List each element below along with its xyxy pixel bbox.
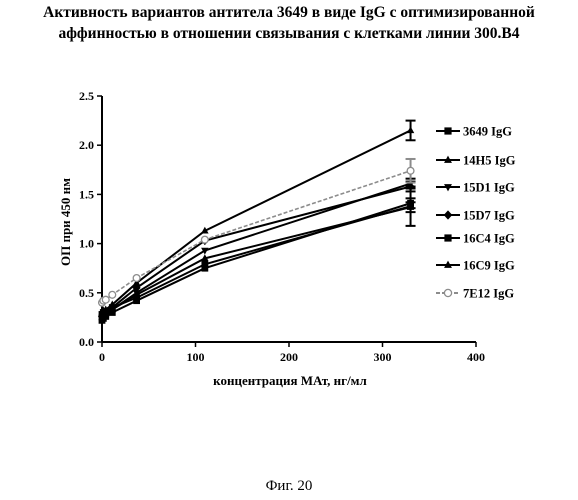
data-point [102,296,109,303]
legend-label: 3649 IgG [463,125,512,139]
data-point [109,291,116,298]
legend-label: 7E12 IgG [463,287,514,301]
series-line [102,203,411,320]
y-tick-label: 0.0 [79,335,94,349]
series-line [102,207,411,317]
legend-item-15d1-igg: 15D1 IgG [436,181,515,195]
legend-item-15d7-igg: 15D7 IgG [436,209,515,223]
data-point [407,167,414,174]
chart-series [98,121,416,324]
y-tick-label: 1.0 [79,237,94,251]
x-tick-label: 200 [280,350,298,364]
legend-marker [444,289,451,296]
data-point [201,236,208,243]
x-tick-label: 400 [467,350,485,364]
y-tick-label: 2.5 [79,89,94,103]
y-tick-label: 1.5 [79,187,94,201]
y-axis-label: ОП при 450 нм [58,178,73,266]
legend-item-7e12-igg: 7E12 IgG [436,287,514,301]
legend-label: 16C9 IgG [463,259,515,273]
x-axis-label: концентрация МАт, нг/мл [213,373,367,388]
legend-label: 16C4 IgG [463,232,515,246]
legend-marker [444,234,451,241]
data-point [133,275,140,282]
chart-axes: 0 100 200 300 400 0.0 0.5 1.0 1.5 2.0 2.5 [79,89,485,364]
x-tick-label: 0 [99,350,105,364]
legend-label: 15D7 IgG [463,209,515,223]
legend-label: 15D1 IgG [463,181,515,195]
legend-marker [444,127,451,134]
legend-item-16c4-igg: 16C4 IgG [436,232,515,246]
legend-marker [444,210,453,219]
figure-caption: Фиг. 20 [0,478,578,495]
x-tick-label: 300 [374,350,392,364]
y-tick-label: 2.0 [79,138,94,152]
chart-legend: 3649 IgG 14H5 IgG 15D1 IgG 15D7 IgG 16C4 IgG… [436,125,516,301]
legend-item-14h5-igg: 14H5 IgG [436,154,516,168]
legend-item-16c9-igg: 16C9 IgG [436,259,515,273]
series-16c9-igg [98,202,415,320]
y-tick-label: 0.5 [79,286,94,300]
legend-item-3649-igg: 3649 IgG [436,125,512,139]
x-tick-label: 100 [187,350,205,364]
data-point [201,265,208,272]
data-point [407,126,414,133]
data-point [133,297,140,304]
series-line [102,171,411,303]
legend-label: 14H5 IgG [463,154,516,168]
